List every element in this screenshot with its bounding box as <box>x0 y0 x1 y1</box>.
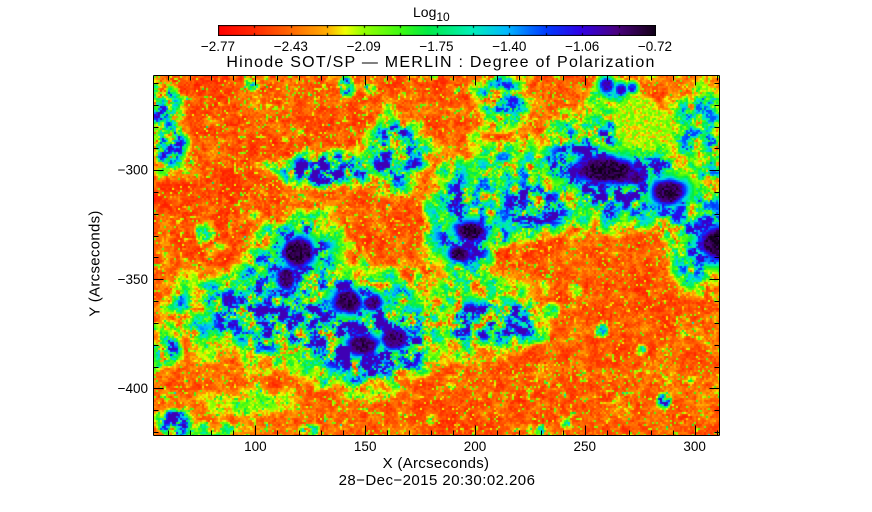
svg-text:150: 150 <box>354 439 377 454</box>
svg-text:−2.77: −2.77 <box>201 39 235 54</box>
svg-text:−1.75: −1.75 <box>419 39 453 54</box>
svg-text:−350: −350 <box>118 272 148 287</box>
svg-text:−2.43: −2.43 <box>274 39 308 54</box>
svg-text:−400: −400 <box>118 381 148 396</box>
svg-text:100: 100 <box>244 439 267 454</box>
svg-text:−1.06: −1.06 <box>565 39 599 54</box>
svg-text:200: 200 <box>464 439 487 454</box>
svg-text:−0.72: −0.72 <box>638 39 672 54</box>
svg-text:250: 250 <box>574 439 597 454</box>
svg-text:−300: −300 <box>118 163 148 178</box>
svg-text:−1.40: −1.40 <box>492 39 526 54</box>
svg-text:300: 300 <box>683 439 706 454</box>
svg-text:−2.09: −2.09 <box>347 39 381 54</box>
